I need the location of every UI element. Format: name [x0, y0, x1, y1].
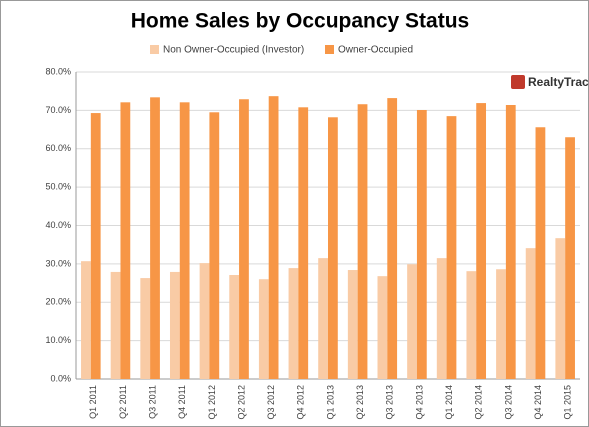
bar	[229, 275, 240, 379]
bar	[318, 258, 328, 379]
bar	[347, 270, 358, 379]
bar	[357, 104, 368, 380]
bar	[209, 112, 220, 379]
bar	[140, 278, 151, 379]
y-tick-label: 10.0%	[45, 335, 71, 345]
bar	[288, 268, 299, 379]
y-tick-label: 50.0%	[45, 182, 71, 192]
bar	[407, 264, 417, 379]
y-tick-label: 20.0%	[45, 297, 71, 307]
bar	[268, 96, 279, 380]
legend-swatch	[325, 45, 334, 54]
bar	[81, 261, 91, 379]
bar	[377, 276, 388, 379]
x-tick-label: Q4 2014	[533, 385, 543, 420]
bar	[110, 271, 121, 379]
bar	[555, 238, 566, 379]
bar	[446, 116, 457, 379]
x-tick-label: Q1 2012	[207, 385, 217, 420]
bar	[328, 117, 338, 379]
bar	[239, 99, 249, 379]
y-tick-label: 60.0%	[45, 143, 71, 153]
bar	[525, 248, 536, 379]
x-tick-label: Q3 2011	[147, 385, 157, 419]
bar	[179, 102, 190, 379]
bar	[150, 97, 160, 379]
legend-label: Non Owner-Occupied (Investor)	[163, 45, 304, 56]
bar	[416, 109, 427, 380]
x-tick-label: Q1 2013	[325, 385, 335, 420]
y-tick-label: 80.0%	[45, 66, 71, 76]
bar	[199, 263, 210, 379]
bar	[496, 269, 506, 379]
bar	[298, 107, 309, 380]
bar	[90, 113, 101, 379]
y-tick-label: 0.0%	[50, 373, 71, 383]
x-tick-label: Q3 2013	[385, 385, 395, 420]
x-tick-label: Q1 2015	[563, 385, 573, 420]
x-tick-label: Q2 2012	[236, 385, 246, 420]
x-tick-label: Q4 2012	[296, 385, 306, 420]
bar	[565, 137, 575, 379]
bar	[169, 271, 180, 379]
x-tick-label: Q4 2011	[177, 385, 187, 419]
x-tick-label: Q3 2014	[503, 385, 513, 420]
x-tick-label: Q2 2014	[474, 385, 484, 420]
chart-title: Home Sales by Occupancy Status	[131, 10, 469, 33]
bar	[466, 271, 477, 379]
bar	[505, 105, 516, 379]
logo: RealtyTrac	[528, 75, 589, 89]
x-tick-label: Q2 2011	[118, 385, 128, 419]
bar	[120, 102, 131, 379]
y-tick-label: 30.0%	[45, 258, 71, 268]
x-tick-label: Q1 2014	[444, 385, 454, 420]
logo-icon	[511, 75, 525, 89]
x-tick-label: Q3 2012	[266, 385, 276, 420]
bar	[535, 127, 546, 379]
legend-label: Owner-Occupied	[338, 45, 413, 56]
bar	[387, 98, 398, 379]
bar	[436, 258, 447, 379]
x-tick-label: Q1 2011	[88, 385, 98, 419]
y-tick-label: 70.0%	[45, 105, 71, 115]
legend-swatch	[150, 45, 159, 54]
y-tick-label: 40.0%	[45, 220, 71, 230]
bar	[476, 103, 487, 380]
bar	[258, 279, 269, 379]
x-tick-label: Q4 2013	[414, 385, 424, 420]
x-tick-label: Q2 2013	[355, 385, 365, 420]
